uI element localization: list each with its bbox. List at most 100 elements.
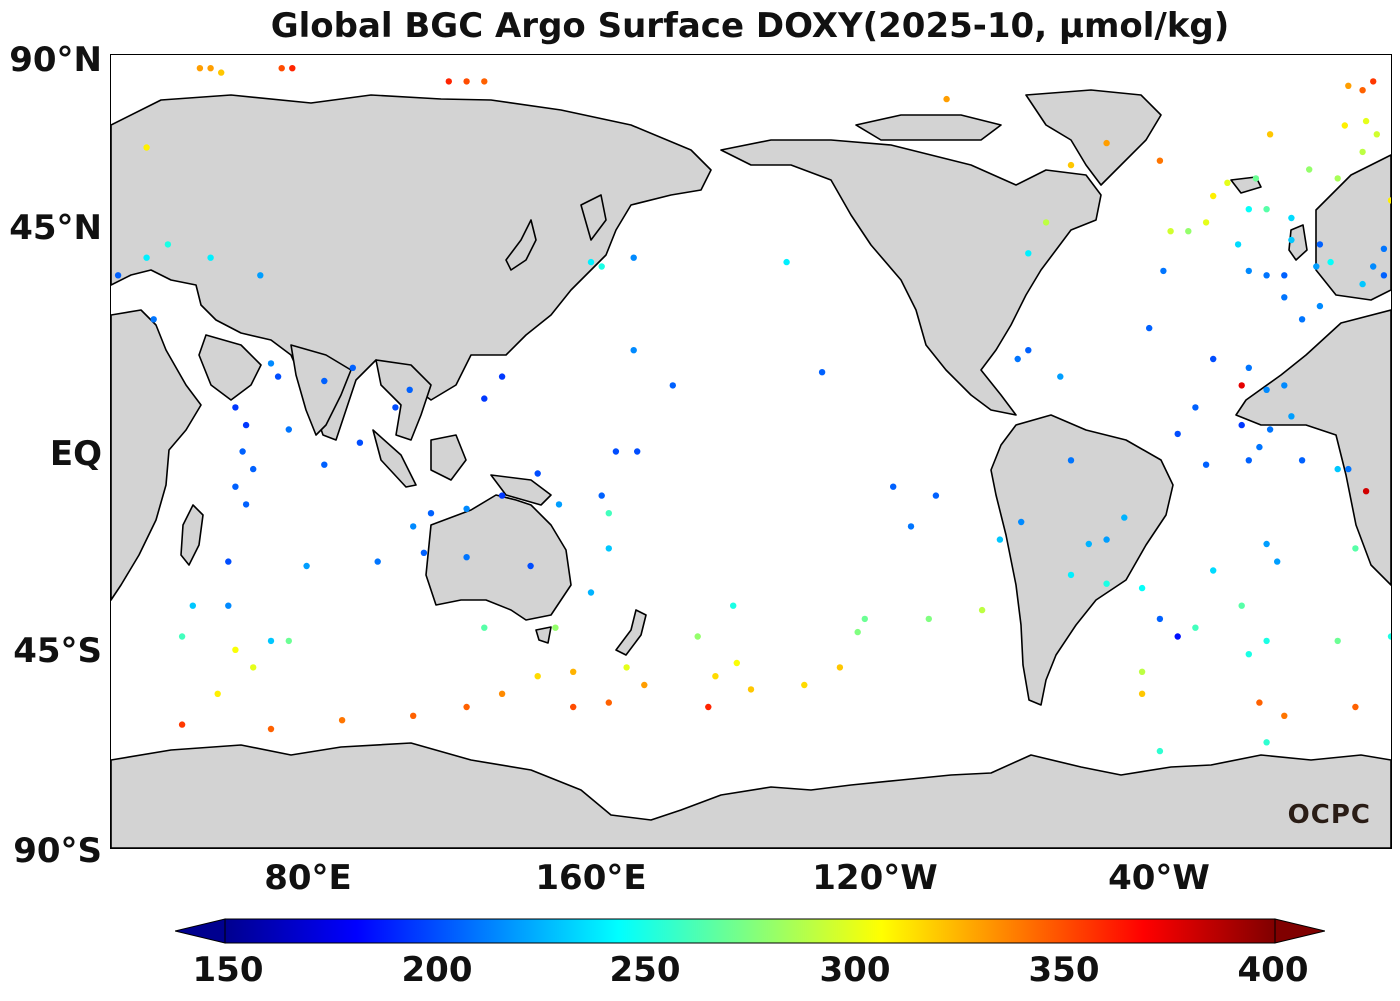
float-marker bbox=[1281, 382, 1288, 389]
colorbar-gradient bbox=[224, 918, 1276, 944]
float-marker bbox=[114, 272, 122, 279]
float-marker bbox=[634, 448, 641, 455]
float-marker bbox=[1057, 373, 1064, 380]
float-marker bbox=[1160, 267, 1167, 275]
land-eurasia bbox=[111, 94, 712, 441]
float-marker bbox=[1373, 131, 1381, 138]
float-marker bbox=[1067, 161, 1075, 169]
float-marker bbox=[1103, 536, 1110, 543]
float-marker bbox=[1138, 668, 1146, 675]
lat-label-45n: 45°N bbox=[9, 208, 102, 248]
land-africa bbox=[111, 309, 202, 601]
float-marker bbox=[178, 721, 186, 728]
colorbar bbox=[175, 918, 1325, 944]
float-marker bbox=[925, 615, 932, 623]
float-marker bbox=[1298, 316, 1306, 323]
float-marker bbox=[481, 624, 488, 631]
float-marker bbox=[669, 382, 676, 389]
float-marker bbox=[338, 717, 346, 724]
float-marker bbox=[1192, 624, 1199, 631]
float-marker bbox=[1238, 421, 1245, 429]
float-marker bbox=[1334, 465, 1341, 473]
float-marker bbox=[570, 703, 577, 711]
float-marker bbox=[232, 483, 239, 490]
float-marker bbox=[239, 448, 246, 455]
colorbar-max-arrow bbox=[1274, 918, 1325, 944]
lon-label-120w: 120°W bbox=[812, 858, 938, 898]
float-marker bbox=[1327, 258, 1334, 266]
float-marker bbox=[1352, 545, 1359, 552]
float-marker bbox=[349, 364, 356, 371]
float-marker bbox=[1224, 179, 1231, 186]
colorbar-tick-200: 200 bbox=[401, 950, 473, 990]
float-marker bbox=[1263, 637, 1270, 645]
float-marker bbox=[712, 673, 719, 680]
float-marker bbox=[1352, 703, 1359, 711]
float-marker bbox=[932, 492, 940, 499]
lon-label-80e: 80°E bbox=[264, 858, 352, 898]
float-marker bbox=[250, 664, 257, 671]
colorbar-tick-250: 250 bbox=[609, 950, 681, 990]
float-marker bbox=[641, 681, 648, 689]
float-marker bbox=[143, 144, 150, 151]
float-marker bbox=[552, 624, 559, 631]
lat-label-45s: 45°S bbox=[13, 631, 102, 671]
float-marker bbox=[463, 703, 470, 711]
float-marker bbox=[218, 69, 225, 76]
float-marker bbox=[143, 254, 150, 261]
float-marker bbox=[1245, 457, 1253, 464]
float-marker bbox=[854, 628, 861, 636]
land-iceland bbox=[1230, 176, 1262, 194]
float-marker bbox=[1362, 488, 1370, 495]
float-marker bbox=[232, 404, 239, 411]
float-marker bbox=[1313, 263, 1320, 270]
float-marker bbox=[1174, 430, 1181, 438]
float-marker bbox=[996, 536, 1004, 543]
float-marker bbox=[1156, 157, 1164, 164]
float-marker bbox=[1210, 567, 1217, 574]
float-marker bbox=[1316, 241, 1324, 248]
float-marker bbox=[1288, 236, 1295, 244]
float-marker bbox=[285, 426, 292, 433]
float-marker bbox=[1245, 206, 1253, 213]
float-marker bbox=[598, 263, 605, 270]
float-marker bbox=[1345, 465, 1352, 473]
float-marker bbox=[1306, 166, 1313, 173]
float-marker bbox=[527, 562, 534, 570]
float-marker bbox=[356, 439, 364, 446]
float-marker bbox=[861, 615, 868, 623]
land-africa-east bbox=[1235, 309, 1391, 586]
float-marker bbox=[1138, 690, 1146, 697]
land-britain bbox=[1288, 224, 1308, 261]
float-marker bbox=[1362, 117, 1370, 125]
float-marker bbox=[1298, 457, 1306, 464]
float-marker bbox=[1042, 219, 1050, 226]
float-marker bbox=[747, 686, 755, 693]
float-marker bbox=[1156, 747, 1164, 755]
colorbar-tick-350: 350 bbox=[1028, 950, 1100, 990]
land-borneo bbox=[430, 434, 467, 481]
float-marker bbox=[321, 461, 328, 468]
float-marker bbox=[178, 633, 186, 640]
float-marker bbox=[498, 373, 506, 380]
float-marker bbox=[406, 386, 413, 393]
float-marker bbox=[303, 562, 310, 570]
ocpc-logo: OCPC bbox=[1287, 800, 1371, 830]
float-marker bbox=[278, 65, 285, 72]
float-marker bbox=[1345, 82, 1352, 89]
land-japan bbox=[505, 219, 537, 271]
world-map[interactable]: OCPC bbox=[110, 54, 1392, 849]
float-marker bbox=[1370, 78, 1377, 85]
land-tasmania bbox=[535, 626, 552, 644]
float-marker bbox=[612, 448, 620, 455]
float-marker bbox=[274, 373, 282, 380]
float-marker bbox=[1210, 192, 1217, 200]
float-marker bbox=[1266, 426, 1274, 433]
float-marker bbox=[498, 690, 506, 697]
float-marker bbox=[1387, 633, 1391, 640]
float-marker bbox=[242, 501, 250, 508]
float-marker bbox=[1121, 514, 1128, 521]
float-marker bbox=[1263, 739, 1270, 746]
float-marker bbox=[1387, 197, 1391, 204]
float-marker bbox=[1138, 584, 1146, 592]
